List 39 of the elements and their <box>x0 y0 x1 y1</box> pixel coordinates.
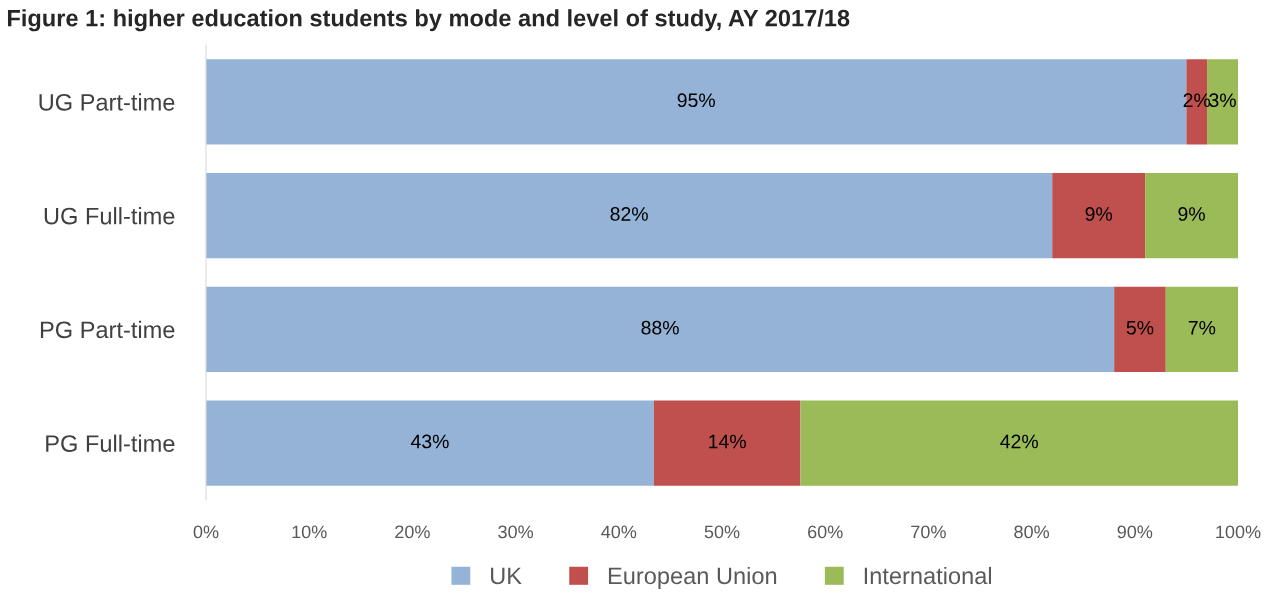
data-label: 82% <box>610 207 648 221</box>
bar <box>206 400 654 486</box>
bar <box>1114 286 1166 373</box>
data-label: 9% <box>1085 207 1113 221</box>
x-tick-label: 10% <box>292 525 327 539</box>
y-tick-label: PG Part-time <box>40 320 175 339</box>
data-label: 88% <box>641 320 679 335</box>
x-tick-label: 20% <box>395 525 430 539</box>
bar <box>1052 172 1146 259</box>
legend-label: UK <box>491 567 522 585</box>
chart-title: Figure 1: higher education students by mode and level of study, AY 2017/18 <box>7 9 850 32</box>
x-tick-label: 80% <box>1014 525 1050 539</box>
data-label: 5% <box>1126 320 1154 335</box>
x-tick-label: 40% <box>601 525 637 539</box>
x-tick-label: 30% <box>498 525 534 539</box>
x-tick-label: 100% <box>1216 525 1261 539</box>
x-tick-label: 50% <box>704 525 740 539</box>
x-tick-label: 60% <box>808 525 843 539</box>
bar <box>1165 286 1238 373</box>
data-label: 9% <box>1178 207 1205 221</box>
y-tick-label: UG Full-time <box>44 207 175 225</box>
x-tick-label: 0% <box>193 525 219 539</box>
bar <box>206 172 1053 259</box>
x-tick-label: 70% <box>911 525 946 539</box>
data-label: 43% <box>410 434 449 449</box>
legend-label: International <box>864 566 992 585</box>
data-label: 14% <box>709 434 746 449</box>
bar <box>1145 172 1238 259</box>
bar <box>206 286 1115 373</box>
y-tick-label: UG Part-time <box>39 93 175 111</box>
data-label: 95% <box>677 93 715 108</box>
data-label: 42% <box>1000 434 1038 449</box>
y-tick-label: PG Full-time <box>46 434 175 452</box>
x-tick-label: 90% <box>1117 525 1153 539</box>
bar <box>653 400 801 486</box>
bar <box>800 400 1238 486</box>
legend-label: European Union <box>608 566 777 589</box>
data-label: 7% <box>1188 320 1216 335</box>
data-label: 3% <box>1209 93 1236 108</box>
